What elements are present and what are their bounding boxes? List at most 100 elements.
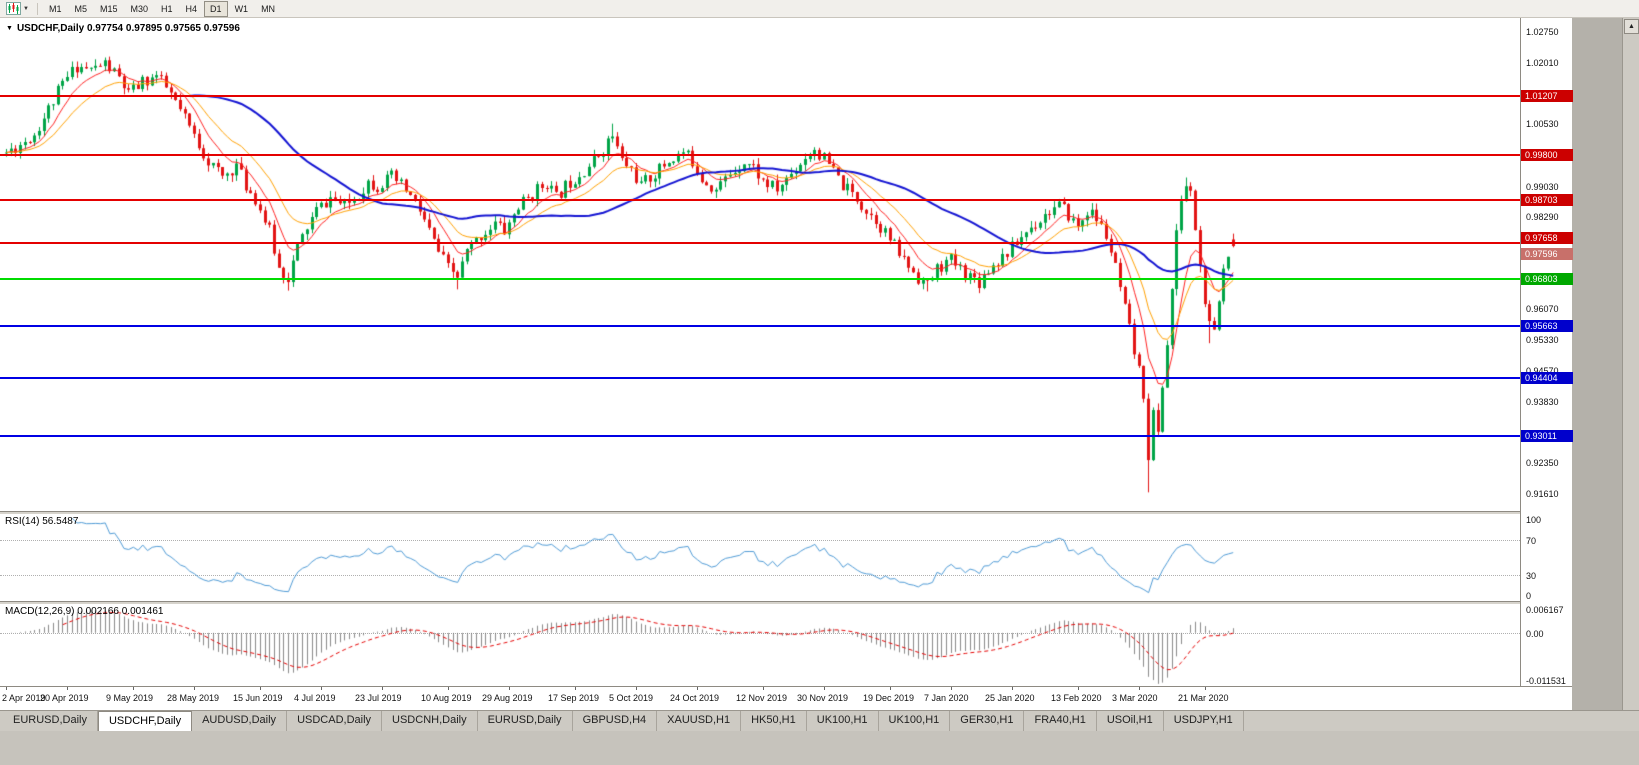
chart-type-icon[interactable]: ▼ xyxy=(3,2,32,15)
time-axis-tick xyxy=(321,687,322,690)
chart-tab-3-usdcad-daily[interactable]: USDCAD,Daily xyxy=(287,711,383,731)
price-axis-tick: 1.02010 xyxy=(1526,58,1559,68)
time-axis-label: 5 Oct 2019 xyxy=(609,693,654,703)
macd-axis-tick: -0.011531 xyxy=(1526,676,1566,686)
price-axis-tick: 0.92350 xyxy=(1526,458,1559,468)
price-axis-tick: 0.95330 xyxy=(1526,335,1559,345)
time-axis-label: 20 Apr 2019 xyxy=(40,693,89,703)
time-axis-tick xyxy=(1012,687,1013,690)
time-axis-tick xyxy=(824,687,825,690)
time-axis[interactable]: 2 Apr 2019 20 Apr 2019 9 May 2019 28 May 20… xyxy=(0,686,1572,710)
price-level-badge-0-93011: 0.93011 xyxy=(1521,430,1573,442)
time-axis-label: 25 Jan 2020 xyxy=(985,693,1035,703)
rsi-canvas[interactable] xyxy=(0,514,1520,601)
chart-tab-4-usdcnh-daily[interactable]: USDCNH,Daily xyxy=(382,711,478,731)
chart-tab-10-uk100-h1[interactable]: UK100,H1 xyxy=(879,711,951,731)
chart-tab-6-gbpusd-h4[interactable]: GBPUSD,H4 xyxy=(573,711,658,731)
price-axis-tick: 0.99030 xyxy=(1526,182,1559,192)
chart-tab-9-uk100-h1[interactable]: UK100,H1 xyxy=(807,711,879,731)
scroll-up-button[interactable]: ▲ xyxy=(1624,19,1639,34)
chart-tab-14-usdjpy-h1[interactable]: USDJPY,H1 xyxy=(1164,711,1244,731)
time-axis-tick xyxy=(951,687,952,690)
price-axis-tick: 0.91610 xyxy=(1526,489,1559,499)
candlestick-mini-icon xyxy=(6,2,21,15)
timeframe-button-m15[interactable]: M15 xyxy=(99,3,118,14)
time-axis-tick xyxy=(1205,687,1206,690)
price-axis-tick: 0.98290 xyxy=(1526,212,1559,222)
timeframe-button-d1[interactable]: D1 xyxy=(204,0,228,17)
time-axis-tick xyxy=(133,687,134,690)
timeframe-button-mn[interactable]: MN xyxy=(261,3,276,14)
macd-canvas[interactable] xyxy=(0,604,1520,686)
time-axis-tick xyxy=(636,687,637,690)
chart-tab-0-eurusd-daily[interactable]: EURUSD,Daily xyxy=(3,711,98,731)
chart-tab-1-usdchf-daily[interactable]: USDCHF,Daily xyxy=(97,711,193,731)
timeframe-button-m5[interactable]: M5 xyxy=(74,3,87,14)
price-axis-tick: 0.94570 xyxy=(1526,366,1559,376)
rsi-axis-tick: 100 xyxy=(1526,515,1542,525)
time-axis-tick xyxy=(260,687,261,690)
time-axis-label: 30 Nov 2019 xyxy=(797,693,849,703)
chart-tab-12-fra40-h1[interactable]: FRA40,H1 xyxy=(1024,711,1097,731)
rsi-axis-tick: 70 xyxy=(1526,536,1537,547)
time-axis-label: 15 Jun 2019 xyxy=(233,693,283,703)
time-axis-label: 24 Oct 2019 xyxy=(670,693,720,703)
time-axis-tick xyxy=(1139,687,1140,690)
chart-marker-icon: ▼ xyxy=(6,24,13,32)
chart-tab-8-hk50-h1[interactable]: HK50,H1 xyxy=(741,711,807,731)
timeframe-button-m30[interactable]: M30 xyxy=(130,3,149,14)
time-axis-label: 3 Mar 2020 xyxy=(1112,693,1158,703)
rsi-pane: RSI(14) 56.5487 xyxy=(0,514,1520,601)
toolbar-separator xyxy=(36,2,38,15)
time-axis-label: 23 Jul 2019 xyxy=(355,693,402,703)
chart-title: ▼ USDCHF,Daily 0.97754 0.97895 0.97565 0… xyxy=(6,23,240,34)
timeframe-button-group: M1 M5 M15 M30 H1 H4 D1 W1 MN xyxy=(43,0,281,17)
time-axis-label: 17 Sep 2019 xyxy=(548,693,600,703)
time-axis-tick xyxy=(1078,687,1079,690)
timeframe-button-h4[interactable]: H4 xyxy=(185,3,198,14)
chart-tab-5-eurusd-daily[interactable]: EURUSD,Daily xyxy=(478,711,573,731)
macd-label: MACD(12,26,9) 0.002166 0.001461 xyxy=(5,606,164,617)
chart-tab-11-ger30-h1[interactable]: GER30,H1 xyxy=(950,711,1025,731)
rsi-axis-tick: 30 xyxy=(1526,570,1537,581)
price-level-badge-0-97658: 0.97658 xyxy=(1521,232,1573,244)
macd-pane: MACD(12,26,9) 0.002166 0.001461 xyxy=(0,604,1520,686)
time-axis-label: 12 Nov 2019 xyxy=(736,693,788,703)
time-axis-label: 13 Feb 2020 xyxy=(1051,693,1102,703)
chart-tab-bar: EURUSD,Daily USDCHF,Daily AUDUSD,Daily USDC… xyxy=(0,710,1639,731)
price-axis-tick: 1.02750 xyxy=(1526,27,1559,37)
time-axis-tick xyxy=(194,687,195,690)
rsi-axis-tick: 0 xyxy=(1526,591,1532,601)
timeframe-button-h1[interactable]: H1 xyxy=(161,3,173,14)
timeframe-button-m1[interactable]: M1 xyxy=(48,3,62,14)
timeframe-button-w1[interactable]: W1 xyxy=(234,3,249,14)
time-axis-tick xyxy=(382,687,383,690)
chart-tab-13-usoil-h1[interactable]: USOil,H1 xyxy=(1097,711,1164,731)
price-level-badge-0-99800: 0.99800 xyxy=(1521,149,1573,161)
price-axis[interactable]: 1.02750 1.02010 1.00530 0.99030 0.98290 0.960… xyxy=(1520,18,1573,686)
time-axis-tick xyxy=(697,687,698,690)
chart-title-text: USDCHF,Daily 0.97754 0.97895 0.97565 0.9… xyxy=(16,23,240,34)
price-level-badge-0-95663: 0.95663 xyxy=(1521,320,1573,332)
bottom-strip xyxy=(0,731,1639,765)
time-axis-label: 7 Jan 2020 xyxy=(924,693,969,703)
time-axis-label: 2 Apr 2019 xyxy=(2,693,46,703)
time-axis-tick xyxy=(448,687,449,690)
pane-splitter[interactable] xyxy=(0,511,1572,514)
price-level-badge-0-96803: 0.96803 xyxy=(1521,273,1573,285)
time-axis-label: 4 Jul 2019 xyxy=(294,693,336,703)
vertical-scrollbar[interactable]: ▲ xyxy=(1622,18,1639,710)
time-axis-tick xyxy=(763,687,764,690)
time-axis-label: 9 May 2019 xyxy=(106,693,154,703)
candlestick-chart-canvas[interactable] xyxy=(0,18,1520,511)
time-axis-label: 28 May 2019 xyxy=(167,693,220,703)
chart-tab-7-xauusd-h1[interactable]: XAUUSD,H1 xyxy=(657,711,742,731)
chevron-down-icon: ▼ xyxy=(23,5,29,12)
macd-axis-tick: 0.006167 xyxy=(1526,605,1564,615)
price-axis-tick: 1.00530 xyxy=(1526,119,1559,129)
time-axis-label: 19 Dec 2019 xyxy=(863,693,915,703)
pane-splitter[interactable] xyxy=(0,601,1572,604)
chart-tab-2-audusd-daily[interactable]: AUDUSD,Daily xyxy=(192,711,288,731)
workspace-background: ▲ xyxy=(1572,18,1639,710)
